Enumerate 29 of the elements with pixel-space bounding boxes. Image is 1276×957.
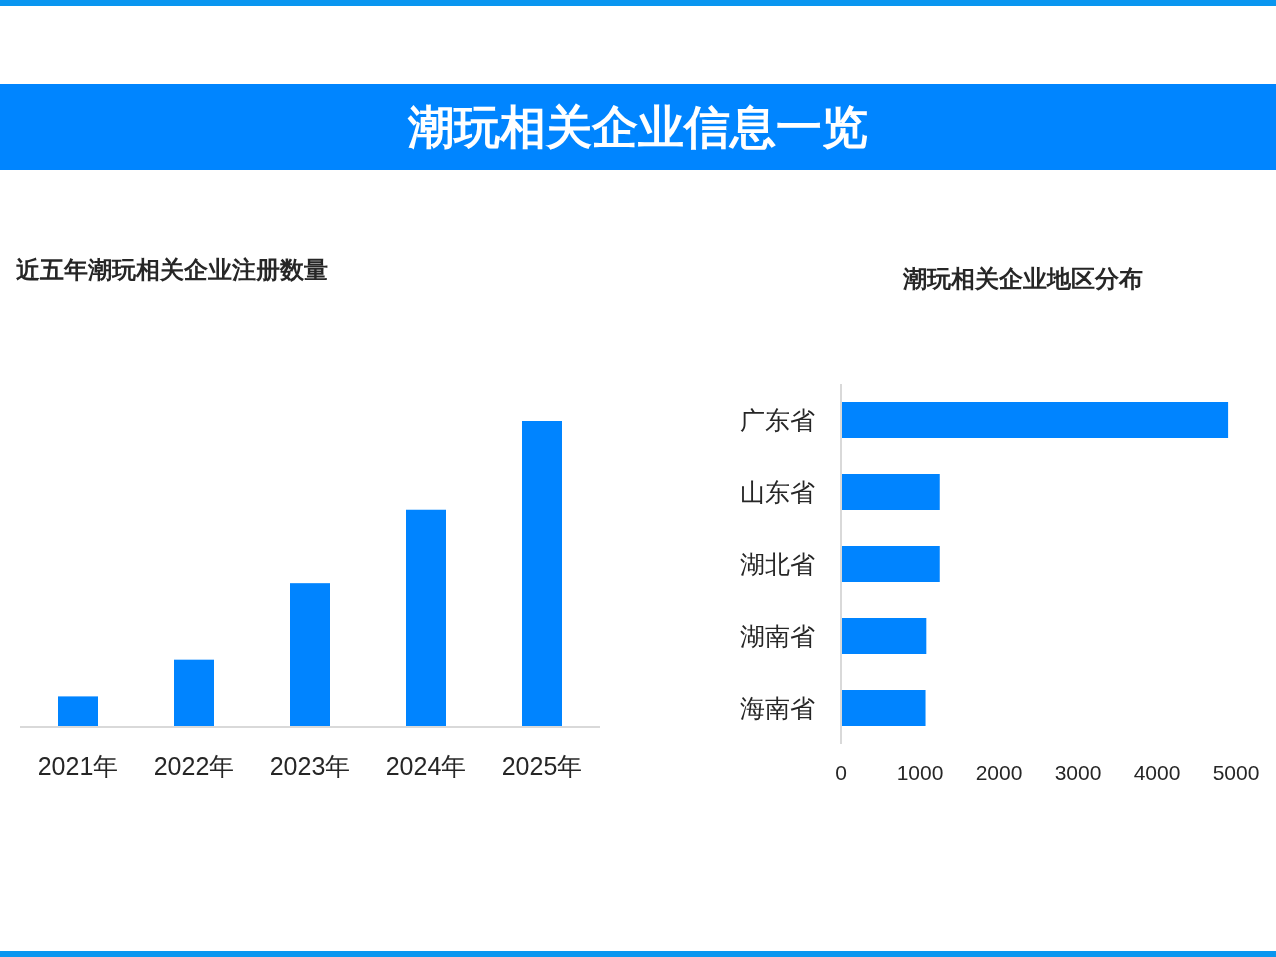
chart-title: 近五年潮玩相关企业注册数量 bbox=[16, 256, 328, 283]
x-tick-label: 2025年 bbox=[501, 752, 583, 780]
x-tick-label: 1000 bbox=[896, 761, 944, 784]
x-tick-label: 2024年 bbox=[385, 752, 467, 780]
bar bbox=[842, 474, 940, 510]
y-tick-label: 山东省 bbox=[740, 478, 815, 506]
x-tick-label: 2021年 bbox=[37, 752, 119, 780]
x-tick-label: 0 bbox=[835, 761, 847, 784]
bar bbox=[58, 696, 98, 727]
chart-title: 潮玩相关企业地区分布 bbox=[902, 265, 1143, 292]
x-tick-label: 4000 bbox=[1133, 761, 1181, 784]
x-tick-label: 2022年 bbox=[153, 752, 235, 780]
bar bbox=[174, 659, 214, 727]
y-tick-label: 广东省 bbox=[740, 406, 815, 434]
y-tick-label: 湖北省 bbox=[740, 550, 815, 578]
bar bbox=[842, 402, 1229, 438]
text: 潮玩相关企业信息一览 bbox=[407, 101, 868, 153]
bar bbox=[522, 421, 562, 727]
y-tick-label: 湖南省 bbox=[740, 622, 815, 650]
bar bbox=[842, 546, 940, 582]
x-tick-label: 2023年 bbox=[269, 752, 351, 780]
y-tick-label: 海南省 bbox=[740, 694, 815, 722]
x-tick-label: 2000 bbox=[975, 761, 1023, 784]
bar bbox=[406, 509, 446, 727]
x-tick-label: 3000 bbox=[1054, 761, 1102, 784]
bar bbox=[290, 583, 330, 727]
bar bbox=[842, 618, 927, 654]
bar bbox=[842, 690, 926, 726]
x-tick-label: 5000 bbox=[1212, 761, 1260, 784]
